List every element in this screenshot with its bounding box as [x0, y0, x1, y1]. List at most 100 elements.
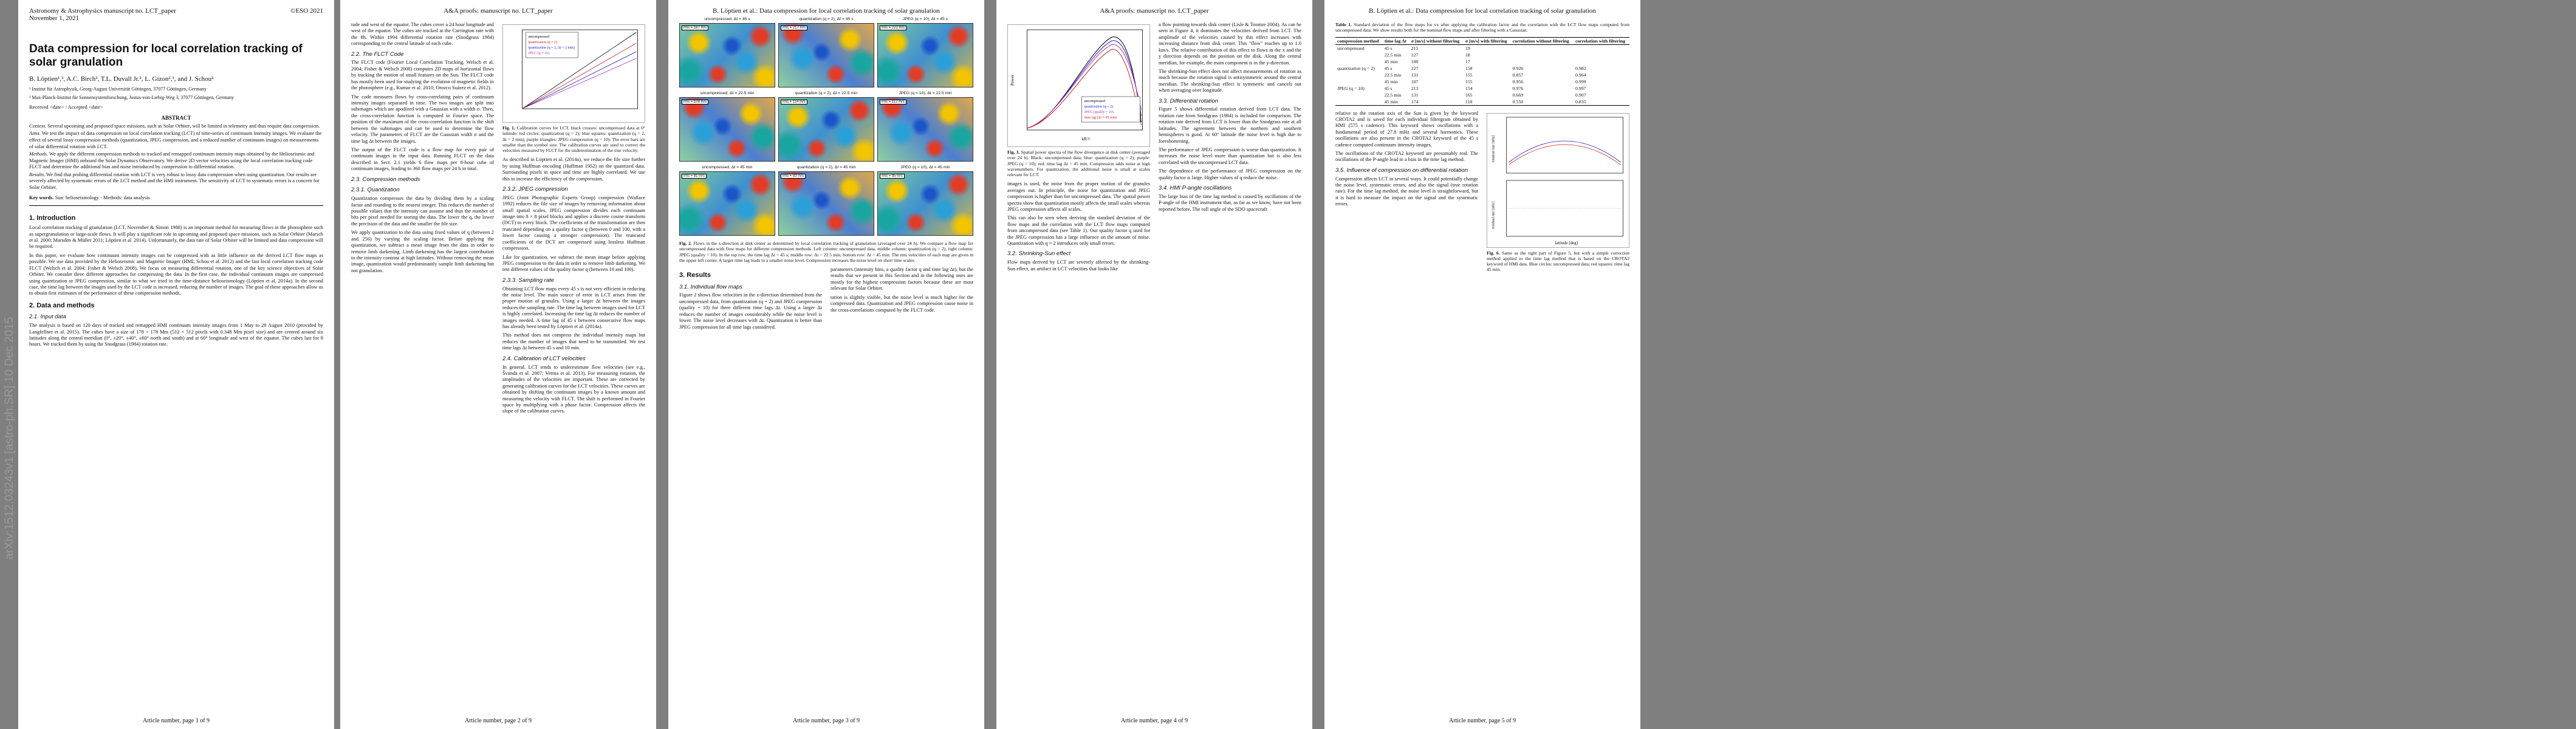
page-footer: Article number, page 4 of 9	[1120, 717, 1188, 724]
arxiv-stamp-text: arXiv:1512.03243v1 [astro-ph.SR] 10 Dec …	[3, 317, 16, 560]
table-1-caption: Table 1. Standard deviation of the flow …	[1335, 22, 1630, 33]
section-heading: 1. Introduction	[29, 214, 76, 222]
legend-item: quantization (q = 2)	[529, 40, 558, 44]
table-cell: 118	[1465, 98, 1473, 104]
table-header: σ [m/s] without filtering	[1411, 38, 1460, 44]
calibration-plot: uncompressed quantization (q = 2) quanti…	[522, 29, 638, 109]
table-cell	[1574, 52, 1629, 58]
table-cell: 0.983	[1575, 65, 1586, 71]
y-axis-label: residual rate [nHz]	[1492, 202, 1496, 229]
paragraph: Figure 5 shows differential rotation der…	[1159, 106, 1301, 144]
table-cell: 100	[1411, 58, 1419, 64]
table-cell: JPEG (q = 10)	[1337, 85, 1365, 91]
paragraph: Figure 2 shows flow velocities in the x-…	[679, 292, 822, 330]
paragraph: The output of the FLCT code is a flow ma…	[351, 146, 494, 172]
subsection-heading: 2.1. Input data	[29, 313, 66, 321]
legend-item: JPEG (quality = 10)	[1084, 110, 1114, 114]
page-footer: Article number, page 5 of 9	[1448, 717, 1516, 724]
paragraph: This can also be seen when deriving the …	[1007, 215, 1150, 247]
keywords: Key words. Sun: helioseismology - Method…	[29, 194, 150, 200]
page-2: A&A proofs: manuscript no. LCT_paper tud…	[340, 0, 656, 729]
table-row: 45 min 100 17	[1335, 58, 1629, 65]
paragraph: The performance of JPEG compression is w…	[1159, 146, 1301, 165]
table-cell: 131	[1411, 72, 1419, 78]
legend-item: uncompressed	[529, 35, 549, 39]
table-cell	[1511, 52, 1574, 58]
table-cell: 0.926	[1512, 65, 1524, 71]
paragraph: Local correlation tracking of granulatio…	[29, 225, 323, 250]
column-right: uncompressed quantization (q = 2) quanti…	[502, 22, 645, 417]
paragraph: Quantization compresses the data by divi…	[351, 196, 494, 227]
figure-1: uncompressed quantization (q = 2) quanti…	[502, 24, 645, 123]
table-cell: 22.5 min	[1384, 72, 1402, 78]
table-cell: uncompressed	[1337, 45, 1365, 51]
flow-map: JPEG (q = 10), Δt = 45 s rms = 222 m/s	[877, 17, 973, 87]
abstract-heading: ABSTRACT	[161, 114, 191, 121]
y-axis-label: Power	[1010, 74, 1015, 86]
affiliation-1: ¹ Institut für Astrophysik, Georg-August…	[29, 86, 207, 92]
table-header: compression method	[1337, 38, 1379, 44]
table-cell: 213	[1411, 85, 1419, 91]
figure-3: uncompressed quantization (q = 2) JPEG (…	[1007, 24, 1150, 147]
table-header: σ [m/s] with filtering	[1465, 38, 1507, 44]
page-header: A&A proofs: manuscript no. LCT_paper	[1100, 7, 1209, 15]
figure-2-caption: Fig. 2. Flows in the x-direction at disk…	[679, 241, 973, 263]
table-row: uncompressed 45 s 215 19	[1335, 44, 1629, 52]
column-right: a flow pointing towards disk center (Lis…	[1159, 22, 1301, 275]
table-cell	[1335, 72, 1383, 78]
paper-title: Data compression for local correlation t…	[29, 43, 303, 69]
table-cell: 45 s	[1384, 45, 1392, 51]
table-row: JPEG (q = 10) 45 s 213 154 0.976 0.997	[1335, 85, 1629, 92]
section-heading: 2. Data and methods	[29, 301, 95, 309]
subsection-heading: 3.1. Individual flow maps	[679, 283, 743, 290]
paragraph: JPEG (Joint Photographic Experts Group) …	[502, 194, 645, 252]
legend-item: uncompressed	[1084, 100, 1105, 103]
paragraph: images is used, the noise from the prope…	[1007, 181, 1150, 212]
column-left: uncompressed quantization (q = 2) JPEG (…	[1007, 22, 1150, 275]
table-cell: quantization (q = 2)	[1337, 65, 1375, 71]
table-cell	[1335, 58, 1383, 65]
subsection-heading: 2.2. The FLCT Code	[351, 50, 404, 58]
paragraph: The code measures flows by cross-correla…	[351, 94, 494, 144]
table-cell: 155	[1465, 78, 1473, 84]
table-1: compression method time lag Δt σ [m/s] w…	[1335, 37, 1629, 106]
paragraph: a flow pointing towards disk center (Lis…	[1159, 22, 1301, 66]
page-3: B. Löptien et al.: Data compression for …	[668, 0, 984, 729]
arxiv-stamp: arXiv:1512.03243v1 [astro-ph.SR] 10 Dec …	[3, 255, 16, 560]
paragraph: This method does not compress the indivi…	[502, 332, 645, 351]
figure-2-grid: uncompressed, Δt = 45 s rms = 167 m/s qua…	[679, 17, 973, 236]
page-1: Astronomy & Astrophysics manuscript no. …	[18, 0, 334, 729]
paragraph: relative to the rotation axis of the Sun…	[1335, 110, 1478, 148]
paragraph: The dependence of the performance of JPE…	[1159, 168, 1301, 180]
table-cell: 165	[1465, 92, 1473, 98]
paragraph: Obtaining LCT flow maps every 45 s is no…	[502, 286, 645, 330]
paragraph: parameters (intensity bins, a quality fa…	[831, 267, 973, 292]
table-cell: 0.997	[1575, 85, 1586, 91]
header-left: Astronomy & Astrophysics manuscript no. …	[29, 7, 176, 22]
table-cell: 158	[1465, 65, 1473, 71]
legend-item: time lag (Δt = 45 min)	[1084, 115, 1117, 120]
column-left: 1. Introduction Local correlation tracki…	[29, 210, 323, 351]
table-header: time lag Δt	[1384, 38, 1406, 44]
paragraph: The oscillations of the CROTA2 keyword a…	[1335, 151, 1478, 163]
table-row: 22.5 min 131 155 0.857 0.964	[1335, 72, 1629, 78]
table-cell: 0.999	[1575, 78, 1586, 84]
flow-map: quantization (q = 2), Δt = 45 s rms = 217…	[778, 17, 874, 87]
table-cell: 127	[1411, 52, 1419, 58]
flow-map: quantization (q = 2), Δt = 22.5 min rms =…	[778, 91, 874, 162]
affiliation-2: ² Max-Planck-Institut für Sonnensystemfo…	[29, 95, 235, 101]
subsection-heading: 2.3. Compression methods	[351, 176, 420, 183]
table-cell	[1335, 52, 1383, 58]
x-axis-label: kR☉	[1082, 137, 1091, 142]
table-row: quantization (q = 2) 45 s 227 158 0.926 0.983	[1335, 65, 1629, 72]
flow-map: uncompressed, Δt = 45 min rms = 81 m/s	[679, 165, 775, 236]
table-cell: 0.956	[1512, 78, 1524, 84]
subsection-heading: 2.3.2. JPEG compression	[502, 185, 568, 193]
page-4: A&A proofs: manuscript no. LCT_paper unc…	[996, 0, 1312, 729]
table-cell: 45 s	[1384, 65, 1392, 71]
legend-item: quantization (q = 2)	[1084, 104, 1114, 109]
header-date: November 1, 2021	[29, 15, 80, 22]
table-cell	[1574, 44, 1629, 52]
figure-6: rotation rate [nHz] residual rate [nHz] …	[1487, 112, 1629, 248]
table-cell	[1335, 92, 1383, 98]
